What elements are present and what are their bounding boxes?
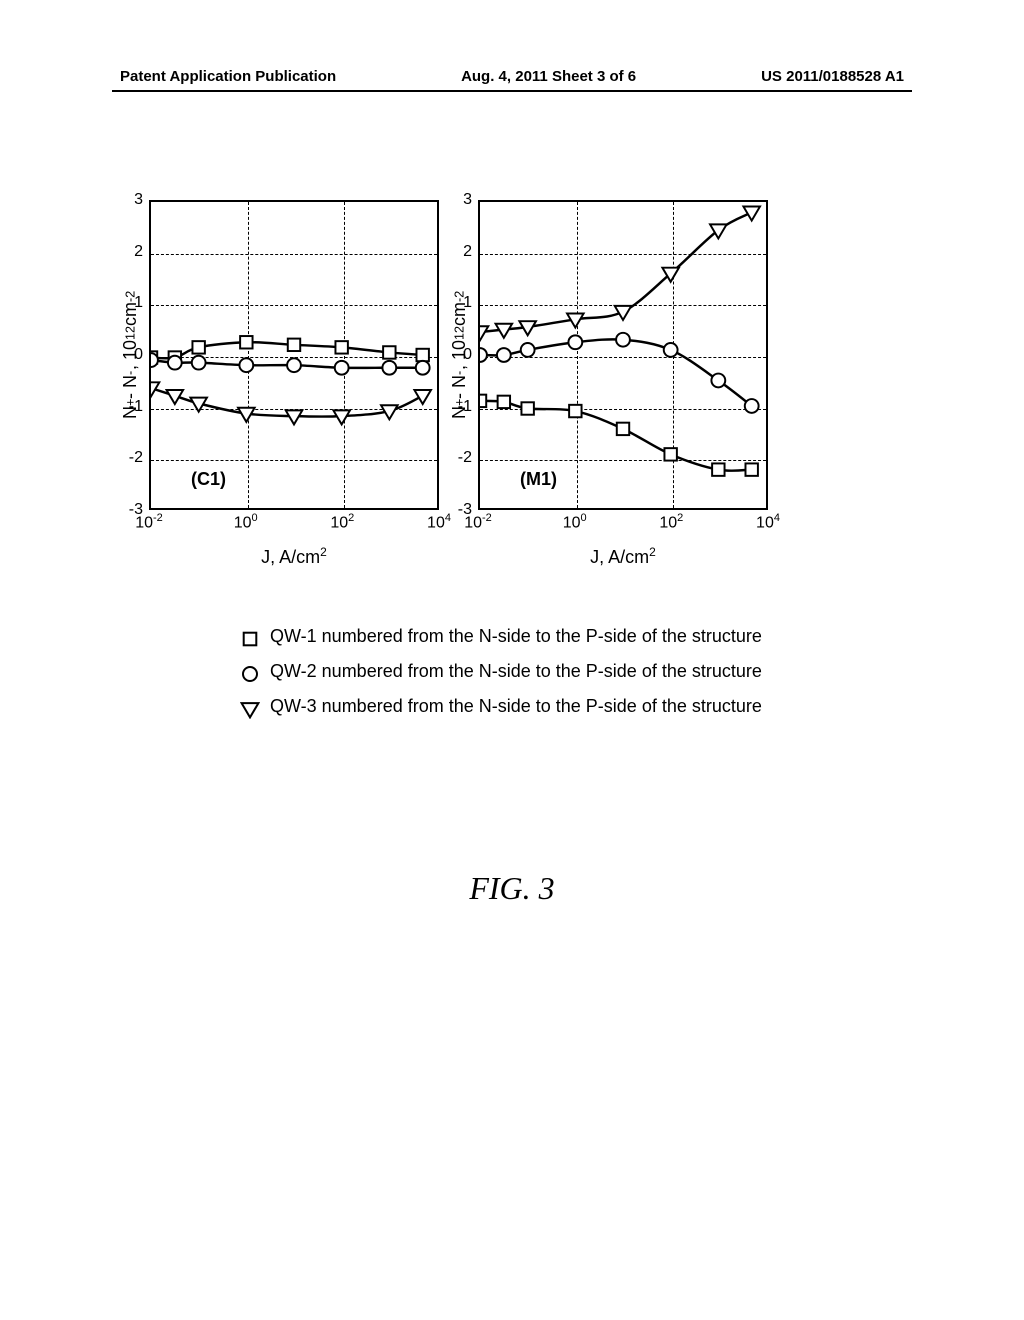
grid-h xyxy=(151,409,437,410)
y-tick: 1 xyxy=(134,294,143,312)
y-tick: 2 xyxy=(134,243,143,261)
legend-text: QW-3 numbered from the N-side to the P-s… xyxy=(270,695,762,718)
page-header: Patent Application Publication Aug. 4, 2… xyxy=(0,68,1024,85)
y-tick: -2 xyxy=(129,449,143,467)
y-tick: -1 xyxy=(458,398,472,416)
chart-1: N+ - N- , 1012cm-2(M1)-3-2-1012310-21001… xyxy=(449,200,768,510)
grid-v xyxy=(248,202,249,508)
x-tick: 102 xyxy=(659,512,683,532)
grid-h xyxy=(480,409,766,410)
x-tick: 100 xyxy=(234,512,258,532)
y-ticks: -3-2-10123 xyxy=(119,200,147,510)
plot-area: (C1) xyxy=(149,200,439,510)
chart-0: N+ - N- , 1012cm-2(C1)-3-2-1012310-21001… xyxy=(120,200,439,510)
charts-row: N+ - N- , 1012cm-2(C1)-3-2-1012310-21001… xyxy=(120,200,768,510)
grid-h xyxy=(151,357,437,358)
legend-item-1: QW-2 numbered from the N-side to the P-s… xyxy=(240,660,780,689)
y-tick: 2 xyxy=(463,243,472,261)
y-tick: 0 xyxy=(463,346,472,364)
grid-h xyxy=(480,254,766,255)
x-tick: 10-2 xyxy=(464,512,492,532)
plot-area: (M1) xyxy=(478,200,768,510)
chart-box: (M1)-3-2-1012310-2100102104J, A/cm2 xyxy=(478,200,768,510)
grid-h xyxy=(151,460,437,461)
grid-h xyxy=(151,305,437,306)
grid-v xyxy=(673,202,674,508)
chart-svg xyxy=(480,202,766,508)
x-axis-label: J, A/cm2 xyxy=(478,545,768,568)
x-tick: 10-2 xyxy=(135,512,163,532)
y-tick: 1 xyxy=(463,294,472,312)
y-tick: 3 xyxy=(463,191,472,209)
legend-text: QW-1 numbered from the N-side to the P-s… xyxy=(270,625,762,648)
header-left: Patent Application Publication xyxy=(120,68,336,85)
x-tick: 104 xyxy=(427,512,451,532)
grid-v xyxy=(577,202,578,508)
x-tick: 104 xyxy=(756,512,780,532)
y-tick: 3 xyxy=(134,191,143,209)
legend-text: QW-2 numbered from the N-side to the P-s… xyxy=(270,660,762,683)
legend-item-2: QW-3 numbered from the N-side to the P-s… xyxy=(240,695,780,724)
grid-h xyxy=(480,305,766,306)
legend-marker-square-icon xyxy=(240,625,270,654)
panel-label: (C1) xyxy=(191,469,226,490)
x-ticks: 10-2100102104 xyxy=(149,512,439,536)
x-axis-label: J, A/cm2 xyxy=(149,545,439,568)
x-tick: 100 xyxy=(563,512,587,532)
y-tick: -1 xyxy=(129,398,143,416)
chart-box: (C1)-3-2-1012310-2100102104J, A/cm2 xyxy=(149,200,439,510)
chart-svg xyxy=(151,202,437,508)
grid-h xyxy=(151,254,437,255)
header-rule xyxy=(112,90,912,92)
grid-h xyxy=(480,460,766,461)
header-right: US 2011/0188528 A1 xyxy=(761,68,904,85)
y-ticks: -3-2-10123 xyxy=(448,200,476,510)
y-tick: 0 xyxy=(134,346,143,364)
legend-item-0: QW-1 numbered from the N-side to the P-s… xyxy=(240,625,780,654)
y-tick: -2 xyxy=(458,449,472,467)
grid-v xyxy=(344,202,345,508)
legend-marker-triangle-down-icon xyxy=(240,695,270,724)
header-center: Aug. 4, 2011 Sheet 3 of 6 xyxy=(336,68,761,85)
legend: QW-1 numbered from the N-side to the P-s… xyxy=(240,625,780,730)
x-tick: 102 xyxy=(330,512,354,532)
figure-label: FIG. 3 xyxy=(0,870,1024,907)
grid-h xyxy=(480,357,766,358)
panel-label: (M1) xyxy=(520,469,557,490)
x-ticks: 10-2100102104 xyxy=(478,512,768,536)
legend-marker-circle-icon xyxy=(240,660,270,689)
